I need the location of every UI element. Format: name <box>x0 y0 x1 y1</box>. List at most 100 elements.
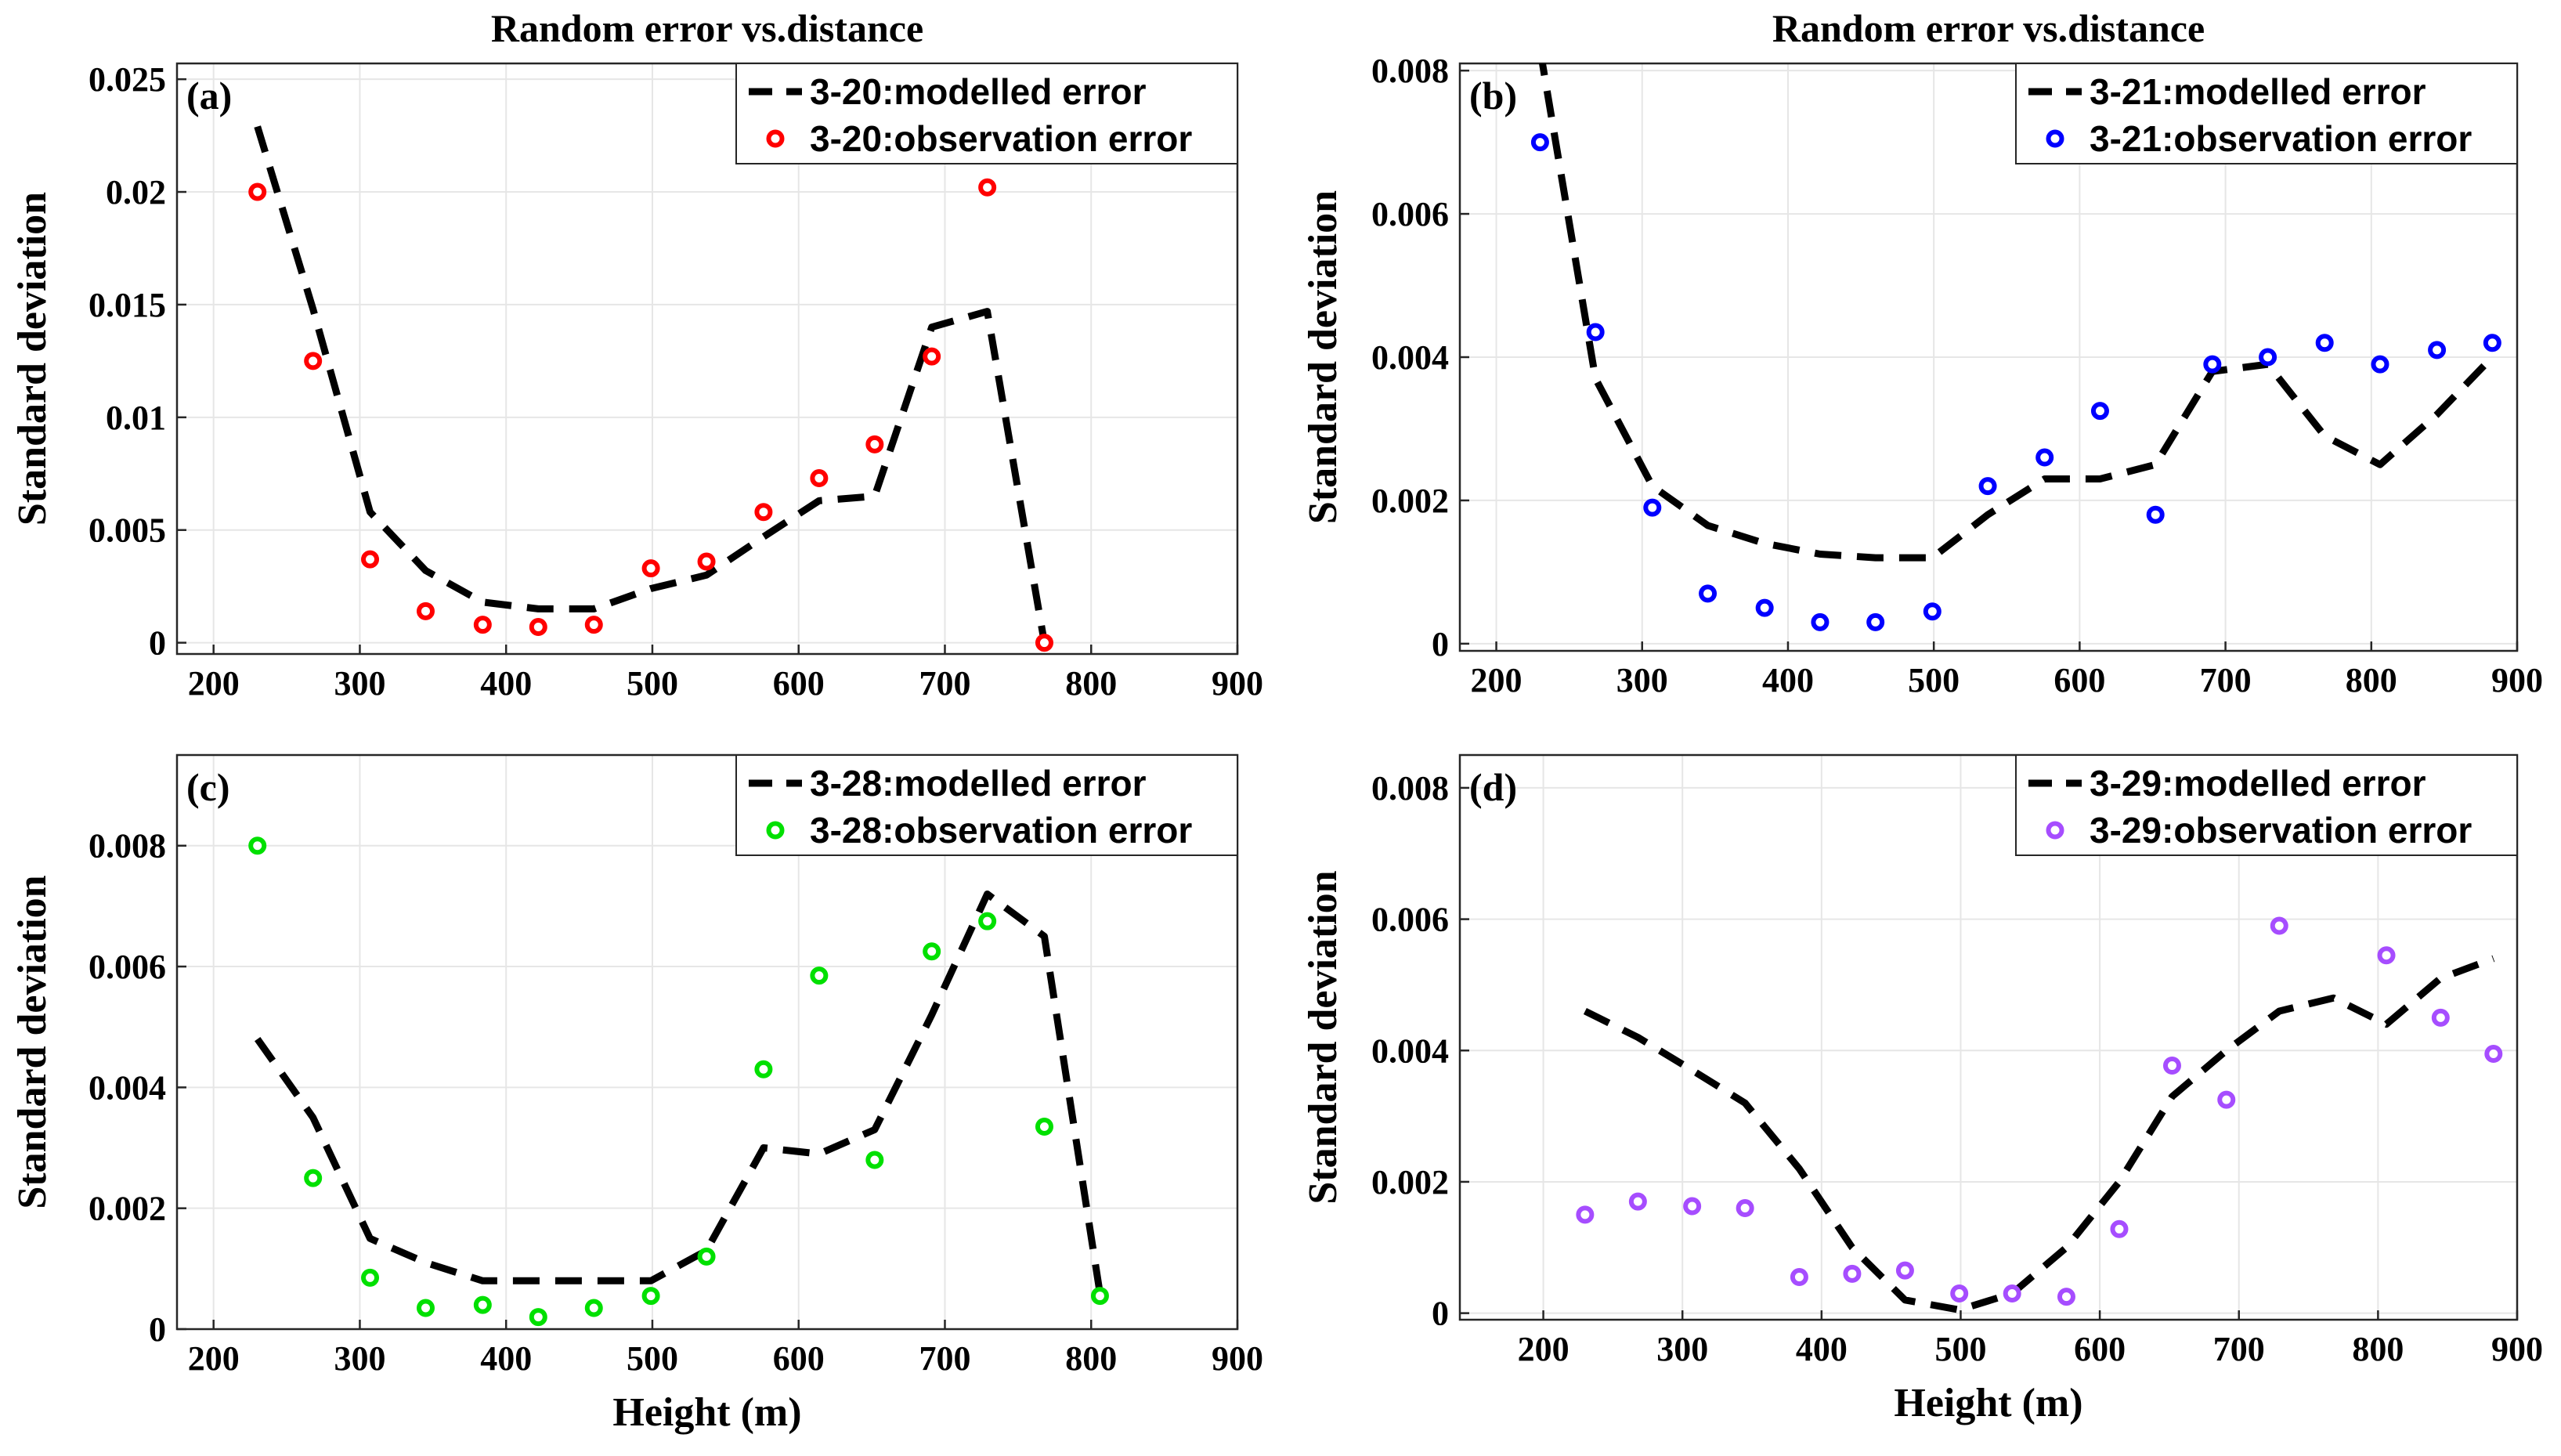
modelled-error-line <box>255 891 1104 1294</box>
observation-point <box>2162 1057 2181 1075</box>
x-axis-label: Height (m) <box>1894 1381 2082 1425</box>
chart-title: Random error vs.distance <box>1772 6 2205 50</box>
x-tick-label: 800 <box>1065 664 1117 703</box>
x-tick-label: 800 <box>2346 661 2397 699</box>
y-tick-label: 0.004 <box>88 1068 166 1107</box>
observation-point <box>416 1299 435 1317</box>
observation-point <box>304 1169 323 1187</box>
observation-point <box>2110 1219 2129 1238</box>
legend-box <box>2015 754 2518 856</box>
panel-label: (d) <box>1469 765 1517 809</box>
observation-point <box>978 912 997 930</box>
x-tick-label: 600 <box>2053 661 2105 699</box>
observation-point <box>473 616 492 634</box>
observation-point <box>1090 1287 1109 1306</box>
legend-marker-swatch <box>766 821 785 840</box>
panel-label: (c) <box>186 765 230 809</box>
x-tick-label: 800 <box>1065 1339 1117 1378</box>
observation-point <box>865 1151 884 1169</box>
observation-point <box>2217 1090 2236 1109</box>
y-tick-label: 0.008 <box>88 827 166 865</box>
y-tick-label: 0.02 <box>106 173 166 211</box>
plot-content <box>254 125 1048 644</box>
observation-point <box>1811 612 1830 631</box>
legend-entry-modelled: 3-29:modelled error <box>2090 763 2426 804</box>
y-tick-label: 0.01 <box>106 399 166 437</box>
y-axis-label: Standard deviation <box>10 192 55 526</box>
y-tick-label: 0 <box>149 624 166 663</box>
x-tick-label: 600 <box>773 664 825 703</box>
observation-point <box>1790 1268 1808 1287</box>
x-tick-label: 600 <box>2074 1330 2126 1368</box>
x-tick-label: 300 <box>334 1339 385 1378</box>
legend-entry-modelled: 3-20:modelled error <box>810 71 1147 112</box>
legend-entry-modelled: 3-28:modelled error <box>810 763 1147 804</box>
observation-point <box>2146 505 2165 524</box>
legend: 3-29:modelled error 3-29:observation erro… <box>2015 754 2518 856</box>
x-tick-label: 500 <box>1934 1330 1986 1368</box>
plot-content <box>255 891 1104 1294</box>
x-tick-label: 200 <box>188 1339 240 1378</box>
observation-point <box>641 1287 660 1306</box>
y-tick-label: 0.006 <box>88 948 166 986</box>
x-tick-label: 400 <box>1796 1330 1848 1368</box>
observation-point <box>810 966 829 985</box>
legend: 3-21:modelled error 3-21:observation erro… <box>2015 63 2518 164</box>
observation-point <box>2431 1008 2450 1027</box>
x-tick-label: 200 <box>188 664 240 703</box>
observation-point <box>2484 1044 2503 1063</box>
chart-panel-1: 200 300 400 500 600 700 800 900 0 0.005 0.01 0.015 0… <box>10 6 1263 703</box>
x-tick-label: 700 <box>2200 661 2252 699</box>
observation-point <box>1843 1264 1862 1283</box>
legend: 3-20:modelled error 3-20:observation erro… <box>735 63 1238 164</box>
y-tick-label: 0 <box>1432 625 1449 663</box>
observation-point <box>1923 602 1942 621</box>
observation-point <box>978 178 997 197</box>
legend-entry-observation: 3-28:observation error <box>810 810 1192 851</box>
observation-point <box>361 550 380 569</box>
observation-point <box>584 616 603 634</box>
observation-point <box>1736 1198 1754 1217</box>
observation-point <box>1866 612 1885 631</box>
x-tick-label: 800 <box>2352 1330 2404 1368</box>
observation-point <box>2259 348 2277 367</box>
observation-point <box>248 836 267 855</box>
x-axis-label: Height (m) <box>612 1390 801 1435</box>
y-tick-label: 0.002 <box>88 1190 166 1228</box>
x-tick-label: 300 <box>334 664 385 703</box>
x-tick-label: 900 <box>1212 1339 1263 1378</box>
legend-entry-observation: 3-21:observation error <box>2090 118 2472 159</box>
y-tick-label: 0 <box>149 1310 166 1349</box>
y-tick-label: 0.002 <box>1371 482 1449 520</box>
observation-point <box>697 1247 716 1266</box>
observation-point <box>361 1268 380 1287</box>
observation-point <box>923 347 941 366</box>
x-tick-label: 500 <box>627 664 678 703</box>
observation-point <box>473 1295 492 1314</box>
observation-point <box>529 1308 547 1327</box>
x-tick-label: 500 <box>1908 661 1960 699</box>
x-tick-label: 700 <box>919 664 970 703</box>
observation-point <box>1628 1192 1647 1211</box>
legend-marker-swatch <box>2046 821 2064 840</box>
chart-panel-2: 200 300 400 500 600 700 800 900 0 0.002 0.004 0.006… <box>1301 6 2543 699</box>
observation-point <box>1576 1205 1595 1224</box>
x-tick-label: 300 <box>1656 1330 1708 1368</box>
observation-point <box>529 617 547 636</box>
y-tick-label: 0.004 <box>1371 1031 1449 1070</box>
panel-label: (b) <box>1469 74 1517 117</box>
observation-point <box>1035 634 1053 652</box>
legend-box <box>2015 63 2518 164</box>
y-axis-label: Standard deviation <box>1301 190 1346 524</box>
plot-content <box>1583 955 2495 1313</box>
chart-panel-3: 200 300 400 500 600 700 800 900 0 0.002 0.004 0.006… <box>10 753 1263 1435</box>
x-tick-label: 600 <box>773 1339 825 1378</box>
observation-point <box>754 1060 773 1078</box>
observation-point <box>2371 355 2389 374</box>
x-tick-label: 200 <box>1518 1330 1569 1368</box>
legend-box <box>735 754 1238 856</box>
plot-content <box>1538 63 2495 562</box>
observation-point <box>2315 334 2334 352</box>
x-tick-label: 900 <box>2491 1330 2543 1368</box>
observation-point <box>2057 1288 2075 1306</box>
